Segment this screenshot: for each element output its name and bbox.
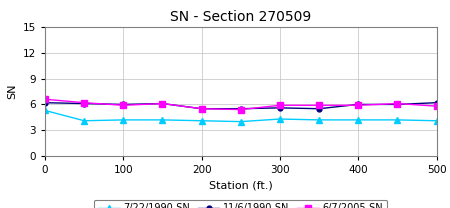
6/7/2005-SN <box>160 102 165 105</box>
6/7/2005-SN <box>81 102 87 104</box>
Title: SN - Section 270509: SN - Section 270509 <box>170 10 311 25</box>
6/7/2005-SN <box>316 104 322 106</box>
7/22/1990-SN <box>42 109 48 112</box>
11/6/1990-SN <box>434 102 439 104</box>
11/6/1990-SN <box>316 108 322 110</box>
11/6/1990-SN <box>238 108 243 110</box>
11/6/1990-SN <box>81 102 87 105</box>
7/22/1990-SN <box>434 120 439 122</box>
6/7/2005-SN <box>395 102 400 105</box>
6/7/2005-SN <box>434 105 439 107</box>
6/7/2005-SN <box>277 104 283 106</box>
6/7/2005-SN <box>42 98 48 100</box>
X-axis label: Station (ft.): Station (ft.) <box>209 181 273 191</box>
7/22/1990-SN <box>199 120 204 122</box>
6/7/2005-SN <box>356 104 361 106</box>
11/6/1990-SN <box>395 103 400 106</box>
11/6/1990-SN <box>121 103 126 106</box>
Line: 7/22/1990-SN: 7/22/1990-SN <box>42 108 439 124</box>
Line: 11/6/1990-SN: 11/6/1990-SN <box>43 100 439 111</box>
6/7/2005-SN <box>199 108 204 110</box>
11/6/1990-SN <box>277 107 283 109</box>
11/6/1990-SN <box>356 103 361 106</box>
7/22/1990-SN <box>277 118 283 120</box>
7/22/1990-SN <box>316 119 322 121</box>
7/22/1990-SN <box>238 120 243 123</box>
7/22/1990-SN <box>121 119 126 121</box>
6/7/2005-SN <box>238 108 243 111</box>
11/6/1990-SN <box>42 102 48 104</box>
11/6/1990-SN <box>199 108 204 110</box>
7/22/1990-SN <box>160 119 165 121</box>
Y-axis label: SN: SN <box>7 84 17 99</box>
6/7/2005-SN <box>121 104 126 106</box>
7/22/1990-SN <box>81 120 87 122</box>
11/6/1990-SN <box>160 102 165 105</box>
Line: 6/7/2005-SN: 6/7/2005-SN <box>42 96 440 113</box>
7/22/1990-SN <box>356 119 361 121</box>
Legend: 7/22/1990-SN, 11/6/1990-SN, 6/7/2005-SN: 7/22/1990-SN, 11/6/1990-SN, 6/7/2005-SN <box>94 199 387 208</box>
7/22/1990-SN <box>395 119 400 121</box>
